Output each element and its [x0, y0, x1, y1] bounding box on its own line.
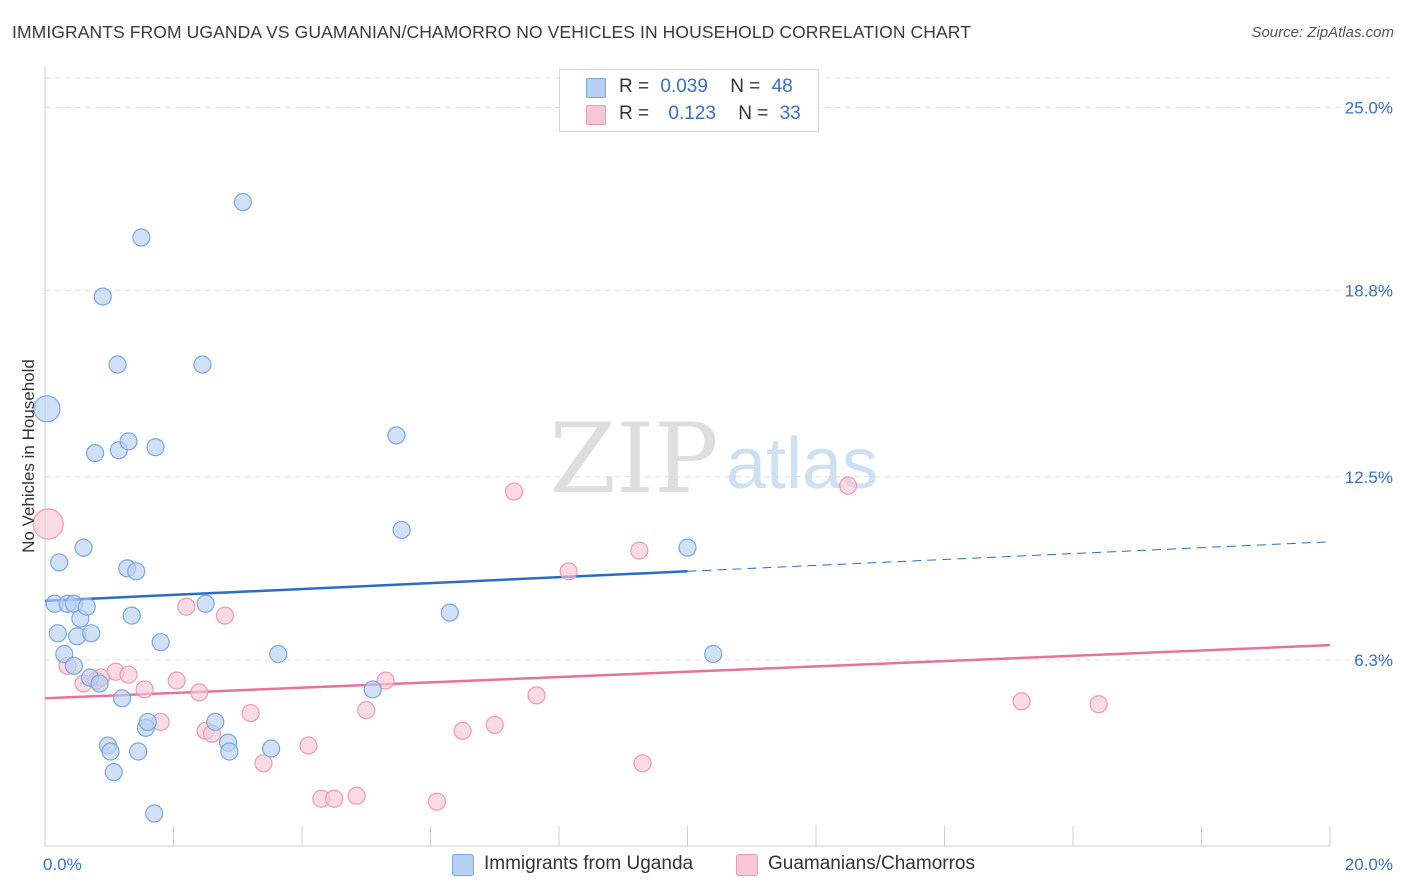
point-uganda [64, 656, 84, 675]
y-tick-label: 12.5% [1345, 468, 1393, 487]
point-uganda [129, 742, 148, 761]
bottom-legend-label-uganda: Immigrants from Uganda [484, 853, 694, 874]
point-uganda [119, 432, 138, 451]
point-guamanian [135, 680, 154, 699]
x-tick-label: 0.0% [43, 855, 82, 874]
legend-n-label: N = [730, 76, 761, 97]
point-guamanian [215, 606, 234, 625]
y-tick-label: 25.0% [1345, 99, 1393, 118]
point-uganda [50, 553, 69, 572]
point-guamanian [254, 754, 273, 773]
point-guamanian [427, 792, 447, 811]
point-uganda [122, 606, 141, 625]
point-uganda [93, 287, 112, 306]
point-uganda [233, 192, 252, 212]
point-uganda [206, 712, 225, 732]
point-uganda [33, 395, 61, 423]
point-guamanian [347, 786, 366, 805]
point-uganda [132, 228, 151, 247]
point-guamanian [167, 671, 186, 690]
point-guamanian [839, 476, 858, 495]
point-uganda [145, 804, 164, 823]
point-guamanian [504, 482, 524, 501]
legend-swatch-pink [736, 854, 758, 876]
legend-n-value-guamanian: 33 [779, 103, 801, 124]
data-points [32, 192, 1108, 823]
legend-r-label: R = [619, 76, 650, 97]
point-uganda [138, 712, 157, 732]
point-guamanian [177, 597, 196, 616]
point-guamanian [630, 541, 649, 560]
point-guamanian [357, 701, 376, 720]
point-uganda [392, 520, 411, 540]
point-uganda [269, 644, 288, 664]
point-uganda [101, 742, 120, 761]
legend-r-value-guamanian: 0.123 [668, 103, 716, 124]
point-uganda [262, 739, 281, 758]
point-uganda [440, 603, 459, 622]
legend-swatch-pink [586, 105, 606, 125]
point-uganda [86, 444, 105, 463]
point-uganda [193, 355, 212, 374]
point-guamanian [1089, 695, 1108, 714]
grid-lines [45, 77, 1392, 661]
bottom-legend-label-guamanian: Guamanians/Chamorros [768, 853, 975, 874]
point-uganda [77, 597, 96, 616]
point-uganda [146, 438, 165, 457]
source-label: Source: ZipAtlas.com [1251, 24, 1394, 41]
point-guamanian [559, 562, 578, 581]
watermark-zip: ZIP [549, 403, 718, 515]
x-tick-label: 20.0% [1345, 855, 1393, 874]
point-guamanian [299, 736, 318, 755]
point-guamanian [1012, 692, 1031, 711]
trend-line-guamanian [44, 643, 1331, 700]
point-uganda [220, 742, 239, 761]
point-uganda [678, 538, 697, 557]
point-uganda [82, 624, 101, 643]
point-guamanian [453, 721, 472, 740]
point-guamanian [376, 671, 395, 690]
legend-swatch-blue [452, 854, 474, 876]
tick-labels: 6.3% 12.5% 18.8% 25.0% 0.0% 20.0% [43, 99, 1393, 874]
legend-n-value-uganda: 48 [771, 76, 793, 97]
point-uganda [104, 763, 123, 782]
trend-line-uganda [44, 570, 688, 603]
point-uganda [704, 644, 723, 664]
point-uganda [74, 538, 93, 557]
point-guamanian [119, 665, 138, 684]
trend-lines [44, 541, 1331, 700]
y-tick-label: 18.8% [1345, 282, 1393, 301]
point-guamanian [32, 508, 64, 540]
point-guamanian [485, 715, 504, 734]
point-guamanian [190, 683, 209, 702]
y-axis-label: No Vehicles in Household [19, 359, 38, 553]
point-uganda [196, 594, 215, 613]
point-uganda [108, 355, 127, 374]
legend-r-value-uganda: 0.039 [660, 76, 708, 97]
point-guamanian [325, 789, 344, 808]
point-uganda [151, 633, 170, 652]
point-uganda [112, 689, 132, 708]
watermark-atlas: atlas [726, 424, 878, 504]
chart-title: IMMIGRANTS FROM UGANDA VS GUAMANIAN/CHAM… [12, 22, 971, 42]
point-guamanian [633, 754, 652, 773]
legend-swatch-blue [586, 78, 606, 98]
trend-line-uganda-extension [687, 541, 1331, 572]
point-uganda [90, 674, 109, 693]
legend-n-label: N = [738, 103, 769, 124]
legend-r-label: R = [619, 103, 650, 124]
point-uganda [48, 624, 67, 643]
point-uganda [55, 644, 74, 664]
correlation-legend: R = 0.039 N = 48 R = 0.123 N = 33 [559, 69, 819, 132]
point-uganda [387, 426, 406, 445]
point-uganda [363, 680, 382, 699]
axes [44, 66, 1331, 847]
y-tick-label: 6.3% [1354, 651, 1393, 670]
point-uganda [127, 562, 146, 581]
point-guamanian [241, 703, 260, 723]
watermark: ZIP atlas [549, 403, 878, 515]
point-guamanian [527, 686, 546, 705]
